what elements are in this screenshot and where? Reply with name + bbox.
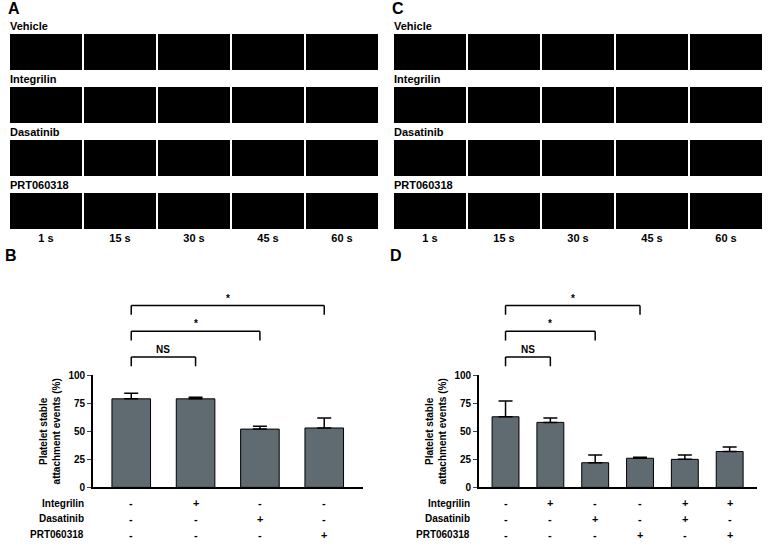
svg-text:-: -: [504, 513, 508, 525]
svg-text:A: A: [8, 0, 20, 17]
svg-text:25: 25: [460, 454, 472, 465]
svg-text:Integrilin: Integrilin: [10, 73, 57, 85]
svg-text:30 s: 30 s: [183, 232, 204, 244]
svg-text:Integrilin: Integrilin: [42, 498, 84, 509]
svg-text:Dasatinib: Dasatinib: [394, 126, 444, 138]
svg-text:Platelet stableattachment even: Platelet stableattachment events (%): [38, 378, 62, 484]
svg-text:+: +: [727, 529, 733, 541]
svg-text:Vehicle: Vehicle: [10, 20, 48, 32]
svg-text:1 s: 1 s: [38, 232, 53, 244]
svg-text:*: *: [571, 293, 575, 304]
svg-text:50: 50: [460, 426, 472, 437]
svg-text:45 s: 45 s: [641, 232, 662, 244]
svg-text:-: -: [548, 529, 552, 541]
svg-text:Dasatinib: Dasatinib: [10, 126, 60, 138]
svg-text:15 s: 15 s: [109, 232, 130, 244]
svg-text:100: 100: [68, 370, 85, 381]
svg-text:-: -: [638, 497, 642, 509]
svg-text:-: -: [129, 529, 133, 541]
svg-text:0: 0: [80, 482, 86, 493]
svg-text:+: +: [592, 513, 598, 525]
svg-text:-: -: [258, 497, 262, 509]
svg-text:Dasatinib: Dasatinib: [39, 513, 84, 524]
svg-text:Vehicle: Vehicle: [394, 20, 432, 32]
svg-text:+: +: [257, 513, 263, 525]
svg-text:*: *: [194, 318, 198, 329]
svg-text:-: -: [129, 497, 133, 509]
svg-text:-: -: [548, 513, 552, 525]
svg-text:C: C: [392, 0, 404, 17]
svg-text:-: -: [504, 497, 508, 509]
svg-text:Platelet stableattachment even: Platelet stableattachment events (%): [424, 378, 448, 484]
svg-text:0: 0: [466, 482, 472, 493]
svg-text:-: -: [322, 497, 326, 509]
svg-text:45 s: 45 s: [257, 232, 278, 244]
svg-text:-: -: [194, 513, 198, 525]
svg-text:PRT060318: PRT060318: [394, 179, 453, 191]
svg-text:PRT060318: PRT060318: [10, 179, 69, 191]
svg-text:-: -: [683, 529, 687, 541]
svg-text:-: -: [728, 513, 732, 525]
svg-text:+: +: [547, 497, 553, 509]
svg-text:-: -: [194, 529, 198, 541]
svg-text:+: +: [682, 513, 688, 525]
html-text:B: B: [5, 247, 17, 264]
svg-text:-: -: [504, 529, 508, 541]
svg-text:75: 75: [74, 398, 86, 409]
svg-text:60 s: 60 s: [331, 232, 352, 244]
svg-text:PRT060318: PRT060318: [30, 529, 84, 540]
svg-text:-: -: [258, 529, 262, 541]
svg-text:-: -: [129, 513, 133, 525]
svg-text:-: -: [593, 497, 597, 509]
svg-text:PRT060318: PRT060318: [416, 529, 470, 540]
svg-text:+: +: [682, 497, 688, 509]
svg-text:+: +: [637, 529, 643, 541]
svg-text:*: *: [226, 293, 230, 304]
svg-text:+: +: [193, 497, 199, 509]
svg-text:-: -: [322, 513, 326, 525]
svg-text:+: +: [321, 529, 327, 541]
svg-text:30 s: 30 s: [567, 232, 588, 244]
svg-text:NS: NS: [521, 344, 535, 355]
svg-text:25: 25: [74, 454, 86, 465]
svg-text:1 s: 1 s: [422, 232, 437, 244]
svg-text:*: *: [548, 318, 552, 329]
svg-text:-: -: [593, 529, 597, 541]
svg-text:100: 100: [454, 370, 471, 381]
svg-text:75: 75: [460, 398, 472, 409]
svg-text:Dasatinib: Dasatinib: [425, 513, 470, 524]
svg-text:+: +: [727, 497, 733, 509]
svg-text:15 s: 15 s: [493, 232, 514, 244]
html-text:D: D: [390, 247, 402, 264]
svg-text:60 s: 60 s: [715, 232, 736, 244]
svg-text:Integrilin: Integrilin: [428, 498, 470, 509]
svg-text:Integrilin: Integrilin: [394, 73, 441, 85]
svg-text:50: 50: [74, 426, 86, 437]
svg-text:NS: NS: [156, 344, 170, 355]
svg-text:-: -: [638, 513, 642, 525]
